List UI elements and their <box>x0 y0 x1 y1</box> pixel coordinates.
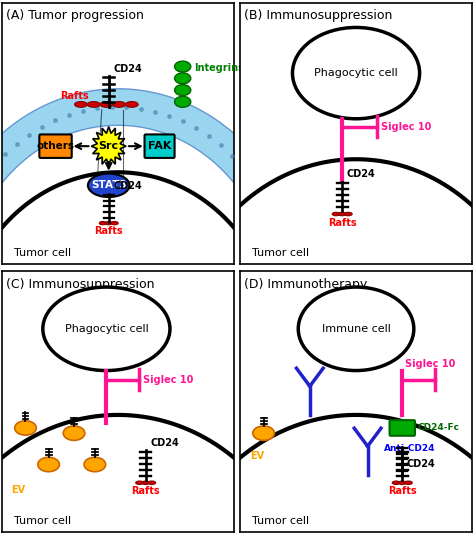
Text: (B) Immunosuppression: (B) Immunosuppression <box>244 9 392 22</box>
Ellipse shape <box>174 61 191 72</box>
Text: Siglec 10: Siglec 10 <box>143 374 194 385</box>
Text: Rafts: Rafts <box>60 91 89 101</box>
Ellipse shape <box>74 102 87 108</box>
Ellipse shape <box>174 96 191 108</box>
Text: Src: Src <box>99 141 119 151</box>
Ellipse shape <box>292 27 419 119</box>
Text: (D) Immunotherapy: (D) Immunotherapy <box>244 278 367 291</box>
Text: (A) Tumor progression: (A) Tumor progression <box>6 9 144 22</box>
Text: CD24-Fc: CD24-Fc <box>417 424 459 432</box>
Ellipse shape <box>142 481 149 485</box>
Ellipse shape <box>113 102 126 108</box>
Text: FAK: FAK <box>148 141 171 151</box>
Text: Tumor cell: Tumor cell <box>14 516 71 526</box>
Text: Integrins: Integrins <box>194 63 244 73</box>
Ellipse shape <box>399 481 406 485</box>
Ellipse shape <box>63 426 85 440</box>
Text: Tumor cell: Tumor cell <box>252 248 309 258</box>
FancyBboxPatch shape <box>145 134 174 158</box>
Text: (C) Immunosuppression: (C) Immunosuppression <box>6 278 155 291</box>
Text: CD24: CD24 <box>407 459 436 469</box>
Ellipse shape <box>174 85 191 96</box>
Ellipse shape <box>105 221 112 225</box>
Ellipse shape <box>174 73 191 84</box>
Ellipse shape <box>111 221 118 225</box>
Ellipse shape <box>405 481 412 485</box>
Ellipse shape <box>338 212 346 216</box>
Ellipse shape <box>136 481 143 485</box>
Ellipse shape <box>87 102 100 108</box>
Text: Rafts: Rafts <box>131 486 160 496</box>
Text: Tumor cell: Tumor cell <box>252 516 309 526</box>
Ellipse shape <box>345 212 352 216</box>
Text: others: others <box>36 141 74 151</box>
Ellipse shape <box>253 426 274 440</box>
Text: Siglec 10: Siglec 10 <box>382 121 432 132</box>
Text: CD24: CD24 <box>347 170 375 179</box>
Text: Anti-CD24: Anti-CD24 <box>384 445 435 453</box>
Ellipse shape <box>392 481 400 485</box>
Ellipse shape <box>38 457 59 472</box>
Ellipse shape <box>99 221 107 225</box>
Ellipse shape <box>148 481 155 485</box>
Text: Rafts: Rafts <box>94 226 123 235</box>
Ellipse shape <box>126 102 138 108</box>
Text: Rafts: Rafts <box>388 486 417 496</box>
Polygon shape <box>91 127 126 166</box>
Text: CD24: CD24 <box>113 64 142 74</box>
Text: Phagocytic cell: Phagocytic cell <box>314 68 398 78</box>
Text: Immune cell: Immune cell <box>322 324 391 334</box>
Ellipse shape <box>298 287 414 371</box>
Text: EV: EV <box>12 485 26 495</box>
Text: CD24: CD24 <box>150 438 179 448</box>
Text: STAT3: STAT3 <box>91 180 127 190</box>
FancyBboxPatch shape <box>39 134 72 158</box>
Text: Siglec 10: Siglec 10 <box>405 358 455 369</box>
Ellipse shape <box>43 287 170 371</box>
Ellipse shape <box>100 102 113 108</box>
Ellipse shape <box>88 173 129 197</box>
Text: Phagocytic cell: Phagocytic cell <box>64 324 148 334</box>
Ellipse shape <box>332 212 340 216</box>
Text: CD24: CD24 <box>113 181 142 191</box>
FancyBboxPatch shape <box>390 420 415 436</box>
Ellipse shape <box>84 457 106 472</box>
Text: Rafts: Rafts <box>328 218 356 228</box>
Polygon shape <box>0 89 304 271</box>
Text: Tumor cell: Tumor cell <box>14 248 71 258</box>
Ellipse shape <box>15 421 36 435</box>
Text: EV: EV <box>250 451 264 461</box>
